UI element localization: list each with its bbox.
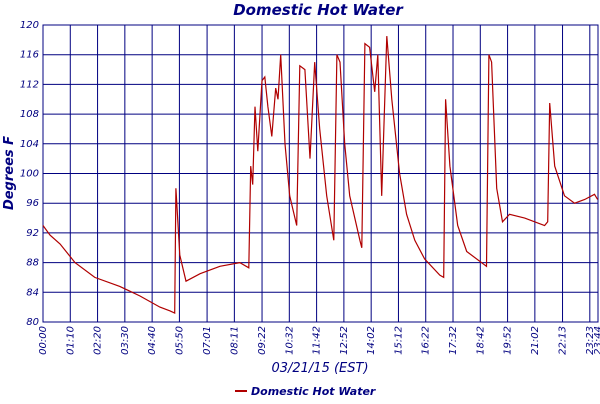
x-tick-label: 18:42: [475, 326, 486, 355]
x-tick-label: 09:22: [257, 326, 268, 355]
y-tick-label: 112: [20, 79, 39, 90]
y-tick-label: 84: [26, 287, 39, 298]
plot-frame: [42, 24, 599, 323]
x-tick-label: 15:12: [393, 326, 404, 355]
x-tick-label: 01:10: [65, 326, 76, 355]
x-tick-label: 03:30: [120, 326, 131, 355]
legend-label: Domestic Hot Water: [251, 385, 376, 398]
x-tick-label: 23:23: [585, 326, 596, 355]
y-axis-label: Degrees F: [2, 136, 17, 210]
x-tick-label: 11:42: [312, 326, 323, 355]
x-tick-label: 04:40: [147, 326, 158, 355]
x-tick-label: 22:13: [558, 326, 569, 355]
y-tick-label: 108: [20, 109, 39, 120]
y-tick-label: 88: [26, 258, 39, 269]
data-line: [42, 36, 599, 315]
y-tick-label: 116: [20, 50, 39, 61]
y-tick-label: 92: [26, 228, 39, 239]
x-tick-label: 16:22: [421, 326, 432, 355]
x-tick-label: 12:52: [339, 326, 350, 355]
x-tick-label: 21:02: [530, 326, 541, 355]
x-tick-label: 07:01: [202, 326, 213, 355]
y-tick-label: 80: [26, 317, 39, 328]
y-tick-label: 104: [20, 139, 39, 150]
x-tick-label: 10:32: [284, 326, 295, 355]
x-tick-label: 08:11: [229, 326, 240, 355]
x-tick-label: 23:44: [593, 326, 600, 355]
x-tick-label: 05:50: [174, 326, 185, 355]
x-tick-label: 14:02: [366, 326, 377, 355]
y-tick-label: 120: [20, 20, 39, 31]
y-tick-label: 100: [20, 169, 39, 180]
x-axis-label: 03/21/15 (EST): [271, 361, 368, 376]
chart-title: Domestic Hot Water: [233, 1, 404, 19]
y-tick-label: 96: [26, 198, 39, 209]
x-tick-label: 00:00: [38, 326, 49, 355]
x-tick-label: 19:52: [503, 326, 514, 355]
x-tick-label: 17:32: [448, 326, 459, 355]
x-tick-label: 02:20: [93, 326, 104, 355]
